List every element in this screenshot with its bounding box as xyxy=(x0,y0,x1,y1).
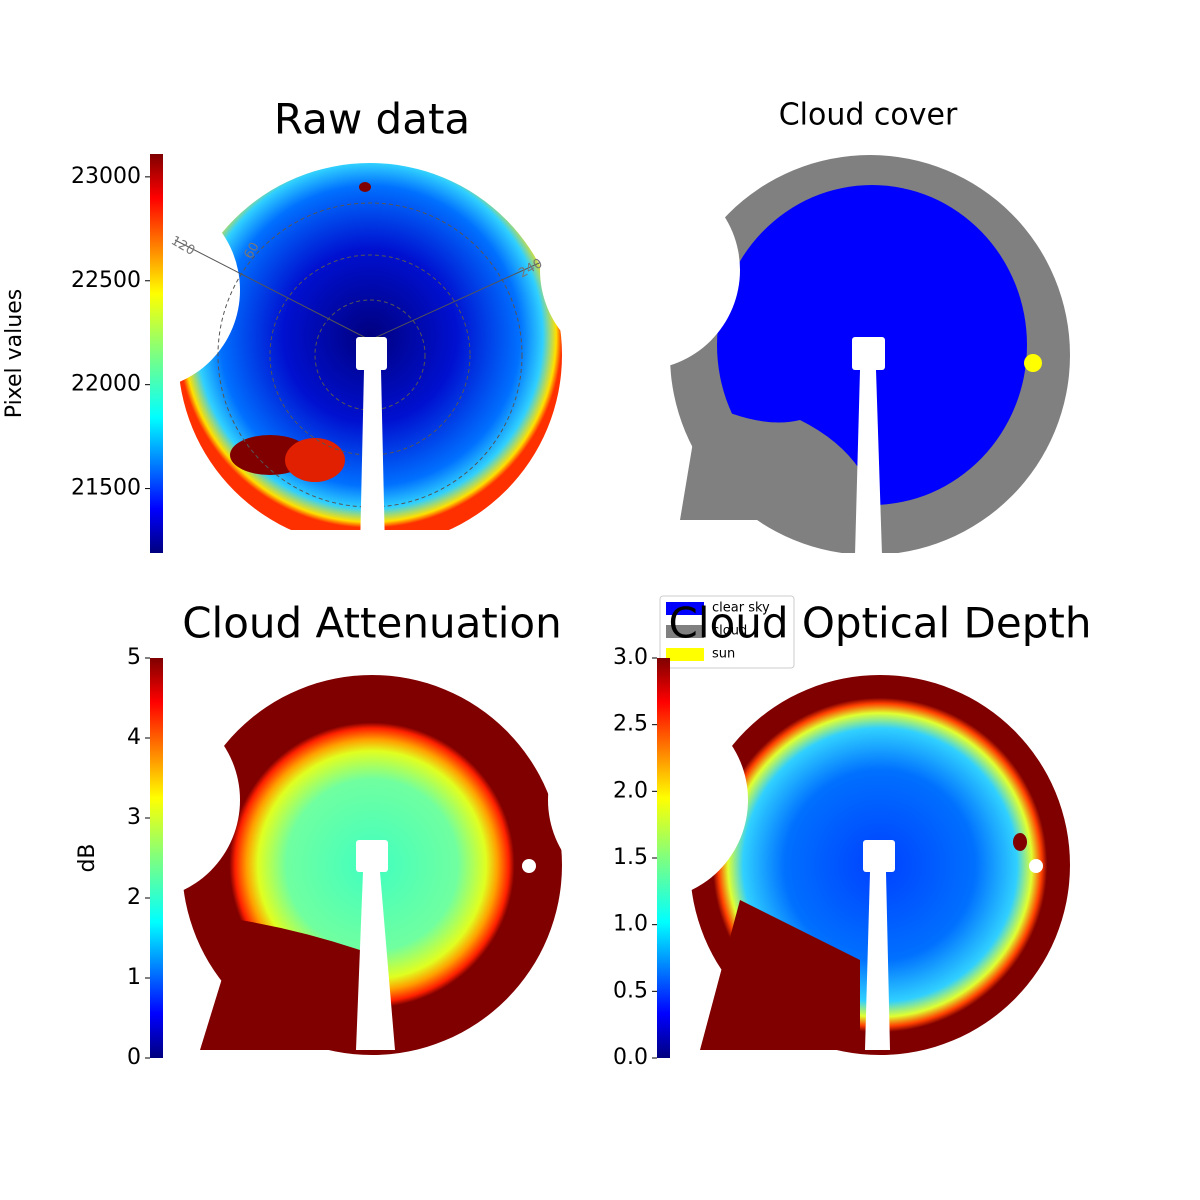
legend-swatch xyxy=(666,602,704,615)
colorbar-label: Pixel values xyxy=(2,289,27,418)
colorbar-tick-label: 0.0 xyxy=(613,1045,648,1070)
legend-label: cloud xyxy=(712,624,747,639)
colorbar-tick-label: 2.5 xyxy=(613,712,648,737)
chart-title: Cloud Attenuation xyxy=(182,599,562,648)
colorbar-tick-label: 3.0 xyxy=(613,645,648,670)
colorbar-tick-label: 5 xyxy=(127,645,141,670)
legend-label: sun xyxy=(712,647,735,662)
legend-swatch xyxy=(666,625,704,638)
colorbar-tick-label: 2.0 xyxy=(613,778,648,803)
colorbar-tick-label: 0 xyxy=(127,1045,141,1070)
colorbar-tick-label: 2 xyxy=(127,885,141,910)
colorbar xyxy=(150,154,163,553)
mast xyxy=(356,337,895,1050)
legend-label: clear sky xyxy=(712,601,770,616)
chart-title: Cloud Optical Depth xyxy=(669,599,1092,648)
sky-image xyxy=(540,155,1080,583)
colorbar-tick-label: 0.5 xyxy=(613,978,648,1003)
colorbar-tick-label: 1.0 xyxy=(613,912,648,937)
colorbar xyxy=(150,658,163,1058)
sky-image xyxy=(40,163,573,570)
colorbar-tick-label: 23000 xyxy=(71,164,141,189)
colorbar-tick-label: 1.5 xyxy=(613,845,648,870)
colorbar-tick-label: 1 xyxy=(127,965,141,990)
legend-swatch xyxy=(666,648,704,661)
colorbar-tick-label: 22500 xyxy=(71,268,141,293)
chart-title: Raw data xyxy=(274,95,470,144)
chart-title: Cloud cover xyxy=(779,98,958,133)
colorbar-tick-label: 21500 xyxy=(71,476,141,501)
polar-label: 60 xyxy=(242,240,263,262)
colorbar-tick-label: 22000 xyxy=(71,372,141,397)
colorbar-tick-label: 4 xyxy=(127,725,141,750)
sky-image xyxy=(40,675,562,1055)
colorbar xyxy=(657,658,670,1058)
colorbar-tick-label: 3 xyxy=(127,805,141,830)
colorbar-label: dB xyxy=(75,843,100,872)
